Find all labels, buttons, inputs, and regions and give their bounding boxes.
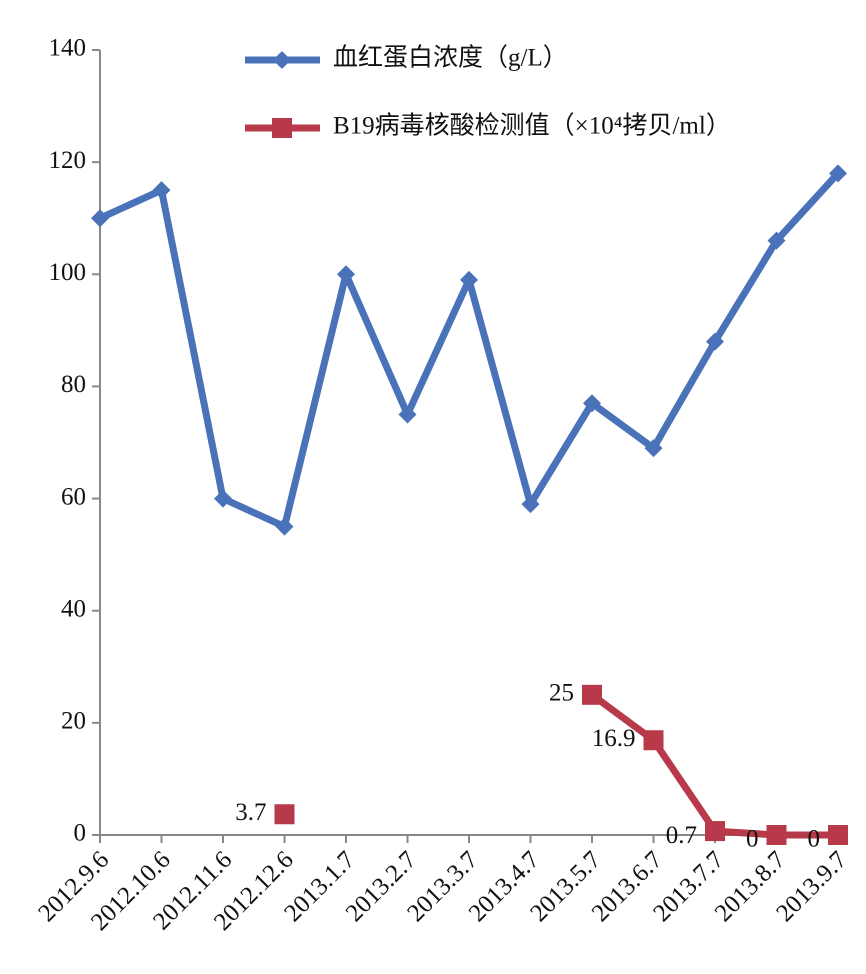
point <box>705 821 725 842</box>
data-label: 0 <box>808 826 821 853</box>
series-line <box>589 692 838 839</box>
series-line <box>98 170 841 531</box>
point <box>829 164 847 183</box>
point <box>274 804 295 825</box>
y-tick-label: 20 <box>61 708 86 735</box>
y-tick-label: 60 <box>61 483 86 510</box>
point <box>460 270 478 289</box>
data-label: 0.7 <box>666 822 697 849</box>
legend-label: B19病毒核酸检测值（×10⁴拷贝/ml） <box>333 112 731 140</box>
point <box>767 231 786 250</box>
point <box>766 825 787 845</box>
point <box>337 265 355 284</box>
legend-marker <box>272 118 292 138</box>
data-label: 3.7 <box>235 799 266 826</box>
point <box>521 495 540 514</box>
data-label: 25 <box>549 680 574 707</box>
point <box>91 209 109 228</box>
y-tick-label: 80 <box>61 371 86 398</box>
point <box>643 730 664 751</box>
point <box>644 439 663 458</box>
data-label: 0 <box>746 826 759 853</box>
y-tick-label: 120 <box>49 147 87 174</box>
point <box>706 332 724 351</box>
y-tick-label: 0 <box>74 820 87 847</box>
point <box>398 405 417 424</box>
point <box>583 394 601 413</box>
point <box>582 684 602 705</box>
y-tick-label: 140 <box>49 35 87 62</box>
y-tick-label: 100 <box>49 259 87 286</box>
point <box>152 181 171 200</box>
legend-marker <box>273 51 291 69</box>
point <box>275 517 294 536</box>
point <box>214 489 232 508</box>
point <box>828 825 848 845</box>
y-tick-label: 40 <box>61 595 86 622</box>
data-label: 16.9 <box>592 725 636 752</box>
legend-label: 血红蛋白浓度（g/L） <box>333 44 568 72</box>
